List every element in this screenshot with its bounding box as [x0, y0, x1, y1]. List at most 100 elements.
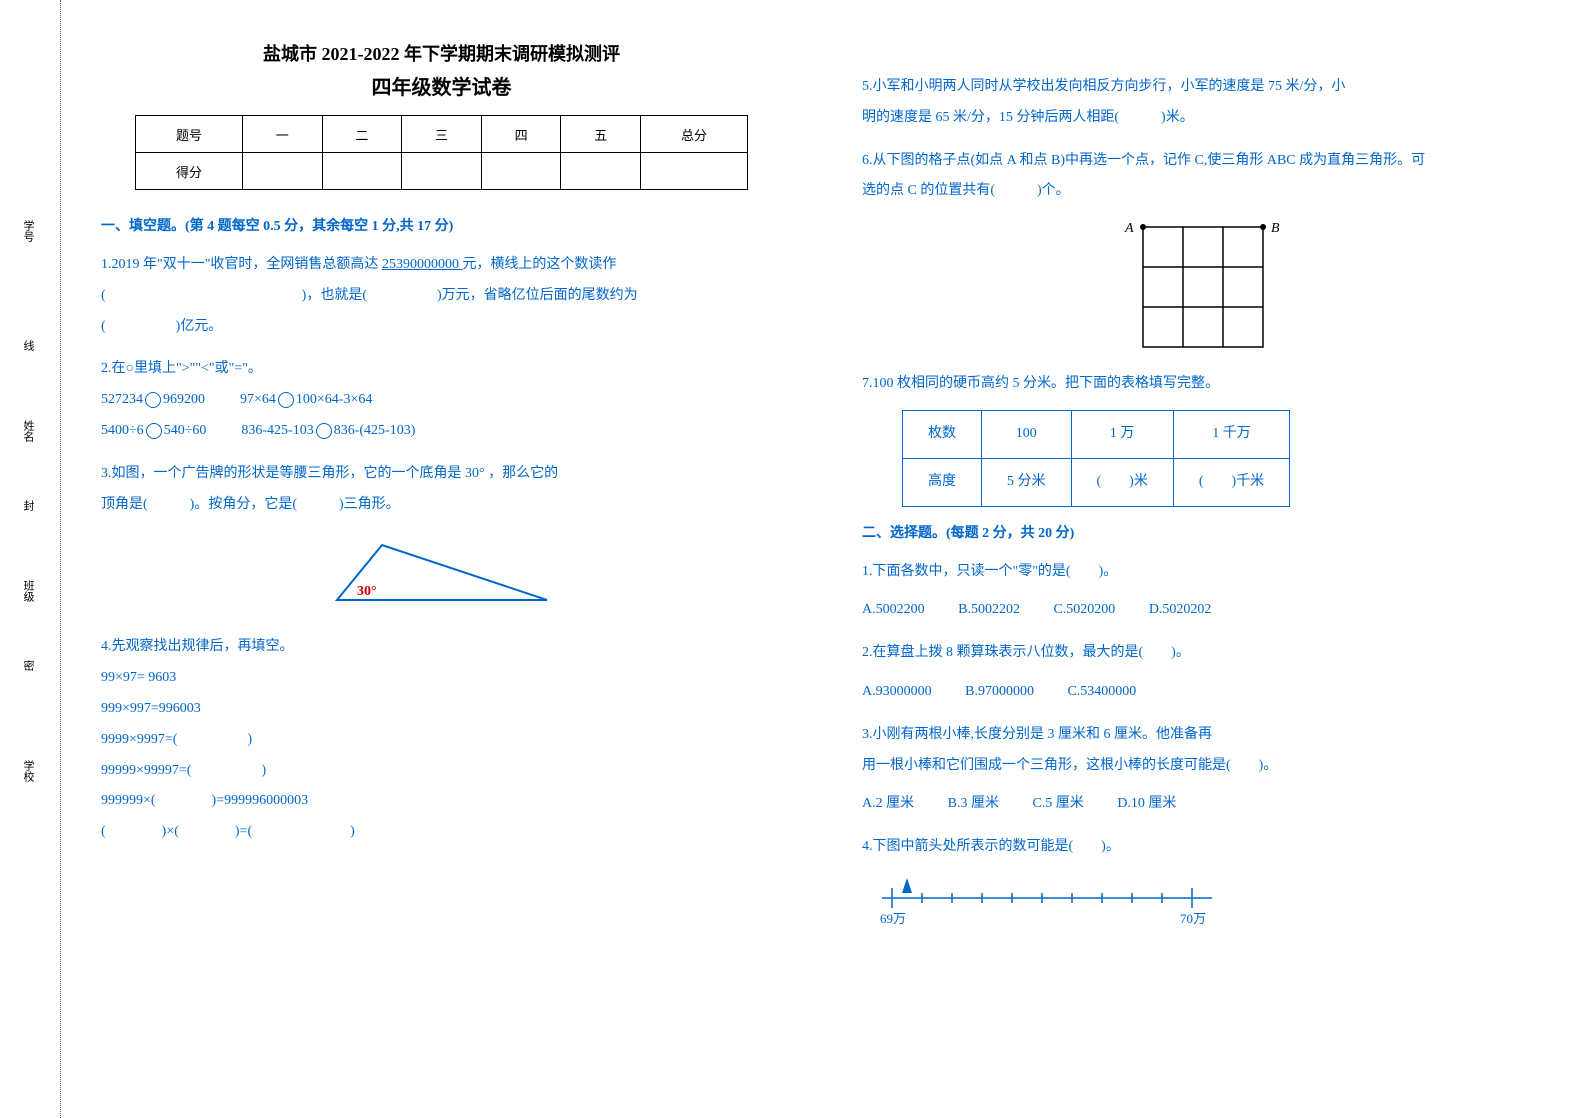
coin-table: 枚数 100 1 万 1 千万 高度 5 分米 ( )米 ( )千米 — [902, 410, 1290, 507]
option-b: B.3 厘米 — [948, 796, 999, 811]
s2q1-text: 1.下面各数中，只读一个"零"的是( )。 — [862, 557, 1543, 588]
q2-expr2a: 5400÷6 — [101, 423, 144, 438]
margin-label-school: 学校 — [20, 760, 36, 782]
coin-cell: 枚数 — [903, 410, 982, 458]
s2q3-text-part1: 3.小刚有两根小棒,长度分别是 3 厘米和 6 厘米。他准备再 — [862, 720, 1543, 751]
table-row: 题号 一 二 三 四 五 总分 — [136, 116, 748, 153]
q5-text-part1: 5.小军和小明两人同时从学校出发向相反方向步行，小军的速度是 75 米/分，小 — [862, 72, 1543, 103]
coin-cell: ( )千米 — [1173, 458, 1289, 506]
q2-expr2c: 836-425-103 — [241, 423, 313, 438]
q1-text-part3: ( )，也就是( )万元，省略亿位后面的尾数约为 — [101, 288, 638, 303]
option-b: B.5002202 — [958, 602, 1020, 617]
section2-q1: 1.下面各数中，只读一个"零"的是( )。 A.5002200 B.500220… — [862, 557, 1543, 627]
header-cell: 总分 — [641, 116, 748, 153]
numberline-end-label: 70万 — [1180, 911, 1206, 926]
option-a: A.5002200 — [862, 602, 925, 617]
header-cell: 一 — [242, 116, 322, 153]
right-column: 5.小军和小明两人同时从学校出发向相反方向步行，小军的速度是 75 米/分，小 … — [822, 0, 1583, 1118]
exam-subtitle: 四年级数学试卷 — [101, 71, 782, 100]
coin-cell: 1 千万 — [1173, 410, 1289, 458]
q4-line5: 999999×( )=999996000003 — [101, 786, 782, 817]
header-cell: 题号 — [136, 116, 243, 153]
q7-title: 7.100 枚相同的硬币高约 5 分米。把下面的表格填写完整。 — [862, 369, 1543, 400]
margin-seal: 密 — [20, 660, 36, 671]
q4-line2: 999×997=996003 — [101, 694, 782, 725]
compare-circle — [146, 423, 162, 439]
q1-text-part2: 元，横线上的这个数读作 — [462, 257, 616, 272]
score-cell — [481, 153, 561, 190]
margin-seal3: 线 — [20, 340, 36, 351]
score-cell — [322, 153, 402, 190]
row-label-cell: 得分 — [136, 153, 243, 190]
numberline-figure: 69万 70万 — [862, 873, 1222, 933]
s2q2-text: 2.在算盘上拨 8 颗算珠表示八位数，最大的是( )。 — [862, 638, 1543, 669]
q3-text-part1: 3.如图，一个广告牌的形状是等腰三角形，它的一个底角是 30° ，那么它的 — [101, 459, 782, 490]
question-4: 4.先观察找出规律后，再填空。 99×97= 9603 999×997=9960… — [101, 632, 782, 848]
numberline-start-label: 69万 — [880, 911, 906, 926]
header-cell: 三 — [402, 116, 482, 153]
score-cell — [561, 153, 641, 190]
section1-title: 一、填空题。(第 4 题每空 0.5 分，其余每空 1 分,共 17 分) — [101, 215, 782, 235]
score-cell — [641, 153, 748, 190]
margin-label-name: 姓名 — [20, 420, 36, 442]
q2-expr1b: 969200 — [163, 392, 205, 407]
q2-expr1a: 527234 — [101, 392, 143, 407]
question-5: 5.小军和小明两人同时从学校出发向相反方向步行，小军的速度是 75 米/分，小 … — [862, 72, 1543, 134]
q2-title: 2.在○里填上">""<"或"="。 — [101, 354, 782, 385]
margin-label-id: 学号 — [20, 220, 36, 242]
table-row: 高度 5 分米 ( )米 ( )千米 — [903, 458, 1290, 506]
q2-expr2d: 836-(425-103) — [334, 423, 416, 438]
s2q4-text: 4.下图中箭头处所表示的数可能是( )。 — [862, 832, 1543, 863]
option-c: C.5020200 — [1053, 602, 1115, 617]
q6-text-part2: 选的点 C 的位置共有( )个。 — [862, 176, 1543, 207]
table-row: 枚数 100 1 万 1 千万 — [903, 410, 1290, 458]
q2-expr1c: 97×64 — [240, 392, 276, 407]
coin-cell: 高度 — [903, 458, 982, 506]
left-column: 盐城市 2021-2022 年下学期期末调研模拟测评 四年级数学试卷 题号 一 … — [61, 0, 822, 1118]
question-3: 3.如图，一个广告牌的形状是等腰三角形，它的一个底角是 30° ，那么它的 顶角… — [101, 459, 782, 621]
option-c: C.5 厘米 — [1032, 796, 1083, 811]
s2q3-text-part2: 用一根小棒和它们围成一个三角形，这根小棒的长度可能是( )。 — [862, 751, 1543, 782]
q4-title: 4.先观察找出规律后，再填空。 — [101, 632, 782, 663]
point-a-dot — [1140, 224, 1146, 230]
q2-expr2b: 540÷60 — [164, 423, 207, 438]
score-table: 题号 一 二 三 四 五 总分 得分 — [135, 115, 748, 190]
section2-q4: 4.下图中箭头处所表示的数可能是( )。 — [862, 832, 1543, 933]
arrow-icon — [902, 878, 912, 893]
q4-line1: 99×97= 9603 — [101, 663, 782, 694]
q5-text-part2: 明的速度是 65 米/分，15 分钟后两人相距( )米。 — [862, 103, 1543, 134]
option-d: D.5020202 — [1149, 602, 1212, 617]
option-c: C.53400000 — [1067, 684, 1136, 699]
binding-margin: 学号 线 姓名 封 班级 密 学校 — [0, 0, 61, 1118]
question-6: 6.从下图的格子点(如点 A 和点 B)中再选一个点，记作 C,使三角形 ABC… — [862, 146, 1543, 358]
compare-circle — [145, 392, 161, 408]
score-cell — [402, 153, 482, 190]
point-b-dot — [1260, 224, 1266, 230]
section2-q3: 3.小刚有两根小棒,长度分别是 3 厘米和 6 厘米。他准备再 用一根小棒和它们… — [862, 720, 1543, 820]
triangle-figure: 30° — [322, 530, 562, 620]
header-cell: 四 — [481, 116, 561, 153]
q6-text-part1: 6.从下图的格子点(如点 A 和点 B)中再选一个点，记作 C,使三角形 ABC… — [862, 146, 1543, 177]
q1-text-part1: 1.2019 年"双十一"收官时，全网销售总额高达 — [101, 257, 382, 272]
coin-cell: 5 分米 — [982, 458, 1072, 506]
q1-underline-number: 25390000000 — [382, 257, 463, 272]
table-row: 得分 — [136, 153, 748, 190]
coin-cell: 1 万 — [1071, 410, 1173, 458]
compare-circle — [278, 392, 294, 408]
question-7: 7.100 枚相同的硬币高约 5 分米。把下面的表格填写完整。 枚数 100 1… — [862, 369, 1543, 506]
option-a: A.2 厘米 — [862, 796, 914, 811]
header-cell: 二 — [322, 116, 402, 153]
header-cell: 五 — [561, 116, 641, 153]
section2-title: 二、选择题。(每题 2 分，共 20 分) — [862, 522, 1543, 542]
question-1: 1.2019 年"双十一"收官时，全网销售总额高达 25390000000 元，… — [101, 250, 782, 342]
margin-seal2: 封 — [20, 500, 36, 511]
option-a: A.93000000 — [862, 684, 932, 699]
coin-cell: ( )米 — [1071, 458, 1173, 506]
compare-circle — [316, 423, 332, 439]
q1-text-part4: ( )亿元。 — [101, 319, 222, 334]
option-b: B.97000000 — [965, 684, 1034, 699]
score-cell — [242, 153, 322, 190]
angle-label: 30° — [357, 584, 377, 599]
option-d: D.10 厘米 — [1117, 796, 1176, 811]
point-a-label: A — [1124, 221, 1134, 236]
